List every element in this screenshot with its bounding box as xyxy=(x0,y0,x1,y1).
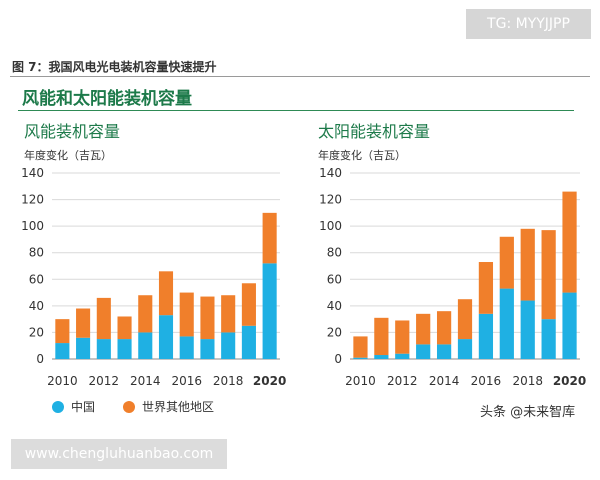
wind-x-tick-label: 2020 xyxy=(253,374,286,388)
solar-chart-title: 太阳能装机容量 xyxy=(318,122,431,141)
solar-bar-china xyxy=(478,313,494,359)
solar-bar-china xyxy=(562,292,577,359)
wind-y-tick-label: 120 xyxy=(21,193,44,207)
wind-bar-other xyxy=(138,295,153,333)
solar-bar-other xyxy=(478,262,494,314)
wind-bar-china xyxy=(262,263,277,359)
wind-bar-other xyxy=(241,283,256,326)
wind-bar-other xyxy=(117,316,132,340)
wind-x-tick-label: 2012 xyxy=(89,374,120,388)
solar-bar-other xyxy=(499,236,514,289)
wind-y-tick-label: 100 xyxy=(21,219,44,233)
watermark-bottom: www.chengluhuanbao.com xyxy=(11,439,227,469)
caption-divider xyxy=(10,76,590,77)
solar-bar-other xyxy=(436,311,452,345)
solar-y-tick-label: 140 xyxy=(319,166,342,180)
solar-bar-china xyxy=(395,353,410,359)
wind-bar-other xyxy=(158,271,174,316)
wind-bar-other xyxy=(221,295,236,333)
solar-bar-china xyxy=(353,357,368,359)
solar-bar-other xyxy=(374,317,389,356)
wind-bar-other xyxy=(76,308,91,338)
wind-y-tick-label: 40 xyxy=(29,299,44,313)
wind-y-tick-label: 80 xyxy=(29,246,44,260)
solar-bar-other xyxy=(562,191,577,293)
legend-item-other: 世界其他地区 xyxy=(123,398,214,415)
solar-bar-china xyxy=(457,339,473,359)
wind-bar-china xyxy=(179,336,194,359)
wind-bar-other xyxy=(179,292,194,337)
solar-x-tick-label: 2018 xyxy=(512,374,543,388)
wind-bar-china xyxy=(241,325,256,359)
solar-y-axis-label: 年度变化（吉瓦） xyxy=(318,149,406,162)
solar-bar-other xyxy=(395,320,410,354)
wind-x-tick-label: 2016 xyxy=(171,374,202,388)
solar-y-tick-label: 60 xyxy=(327,272,342,286)
wind-y-tick-label: 140 xyxy=(21,166,44,180)
solar-bar-china xyxy=(541,319,556,359)
solar-bar-china xyxy=(520,300,535,359)
solar-x-tick-label: 2010 xyxy=(345,374,376,388)
solar-bar-china xyxy=(416,344,431,359)
wind-bar-china xyxy=(221,332,236,359)
wind-bar-other xyxy=(262,212,277,264)
watermark-toutiao: 头条 @未来智库 xyxy=(480,405,576,420)
solar-bar-other xyxy=(416,313,431,345)
solar-bar-other xyxy=(541,230,556,320)
solar-y-tick-label: 80 xyxy=(327,246,342,260)
legend-swatch-china xyxy=(52,400,64,413)
solar-y-tick-label: 100 xyxy=(319,219,342,233)
legend: 中国 世界其他地区 xyxy=(52,398,242,415)
legend-swatch-other xyxy=(123,400,136,413)
wind-y-tick-label: 20 xyxy=(29,325,44,339)
legend-label-other: 世界其他地区 xyxy=(142,400,215,414)
figure-caption: 图 7：我国风电光电装机容量快速提升 xyxy=(12,60,217,74)
wind-y-tick-label: 60 xyxy=(29,272,44,286)
solar-x-tick-label: 2014 xyxy=(429,374,460,388)
wind-bar-china xyxy=(117,339,132,359)
solar-bar-china xyxy=(499,288,514,359)
wind-x-tick-label: 2014 xyxy=(130,374,161,388)
wind-bar-china xyxy=(158,315,174,359)
solar-bar-other xyxy=(457,299,473,340)
wind-bar-china xyxy=(200,339,215,359)
wind-bar-other xyxy=(96,297,111,340)
solar-x-tick-label: 2012 xyxy=(387,374,418,388)
solar-x-tick-label: 2016 xyxy=(471,374,502,388)
watermark-top: TG: MYYJJPP xyxy=(466,9,591,39)
panel-divider xyxy=(18,110,574,111)
wind-bar-other xyxy=(200,296,215,340)
solar-bar-other xyxy=(353,336,368,358)
solar-bar-china xyxy=(436,344,452,359)
solar-y-tick-label: 40 xyxy=(327,299,342,313)
wind-bar-other xyxy=(55,319,70,344)
wind-chart-title: 风能装机容量 xyxy=(24,122,121,141)
wind-bar-china xyxy=(138,332,153,359)
panel-title: 风能和太阳能装机容量 xyxy=(22,89,192,109)
wind-y-tick-label: 0 xyxy=(36,352,44,366)
wind-bar-china xyxy=(96,339,111,359)
wind-x-tick-label: 2018 xyxy=(213,374,244,388)
wind-y-axis-label: 年度变化（吉瓦） xyxy=(24,149,112,162)
legend-label-china: 中国 xyxy=(71,400,96,414)
solar-y-tick-label: 120 xyxy=(319,193,342,207)
wind-x-tick-label: 2010 xyxy=(47,374,78,388)
solar-bar-other xyxy=(520,228,535,301)
solar-x-tick-label: 2020 xyxy=(553,374,586,388)
wind-bar-china xyxy=(76,337,91,359)
solar-y-tick-label: 20 xyxy=(327,325,342,339)
solar-bar-china xyxy=(374,355,389,359)
solar-y-tick-label: 0 xyxy=(334,352,342,366)
legend-item-china: 中国 xyxy=(52,398,95,415)
wind-bar-china xyxy=(55,343,70,359)
